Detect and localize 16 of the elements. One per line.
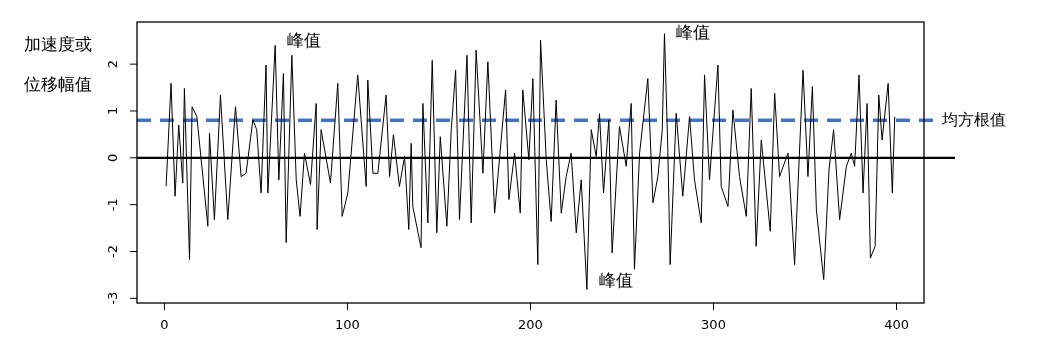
x-tick-label: 0 [160, 316, 169, 332]
y-tick-label: 0 [104, 153, 120, 162]
y-tick-label: -2 [104, 245, 120, 258]
annotation: 峰值 [287, 30, 322, 51]
annotation: 峰值 [598, 270, 633, 291]
x-tick-label: 200 [518, 316, 543, 332]
x-tick-label: 300 [701, 316, 726, 332]
annotation: 峰值 [676, 22, 711, 42]
y-axis-title: 加速度或位移幅值 [24, 34, 92, 94]
x-tick-label: 100 [335, 316, 360, 332]
y-tick-label: -1 [104, 198, 120, 212]
ref-line-label: 均方根值 [941, 109, 1006, 129]
x-tick-label: 400 [884, 316, 909, 332]
y-tick-label: 1 [104, 106, 120, 116]
y-tick-label: -3 [104, 291, 120, 305]
y-tick-label: 2 [104, 60, 120, 69]
